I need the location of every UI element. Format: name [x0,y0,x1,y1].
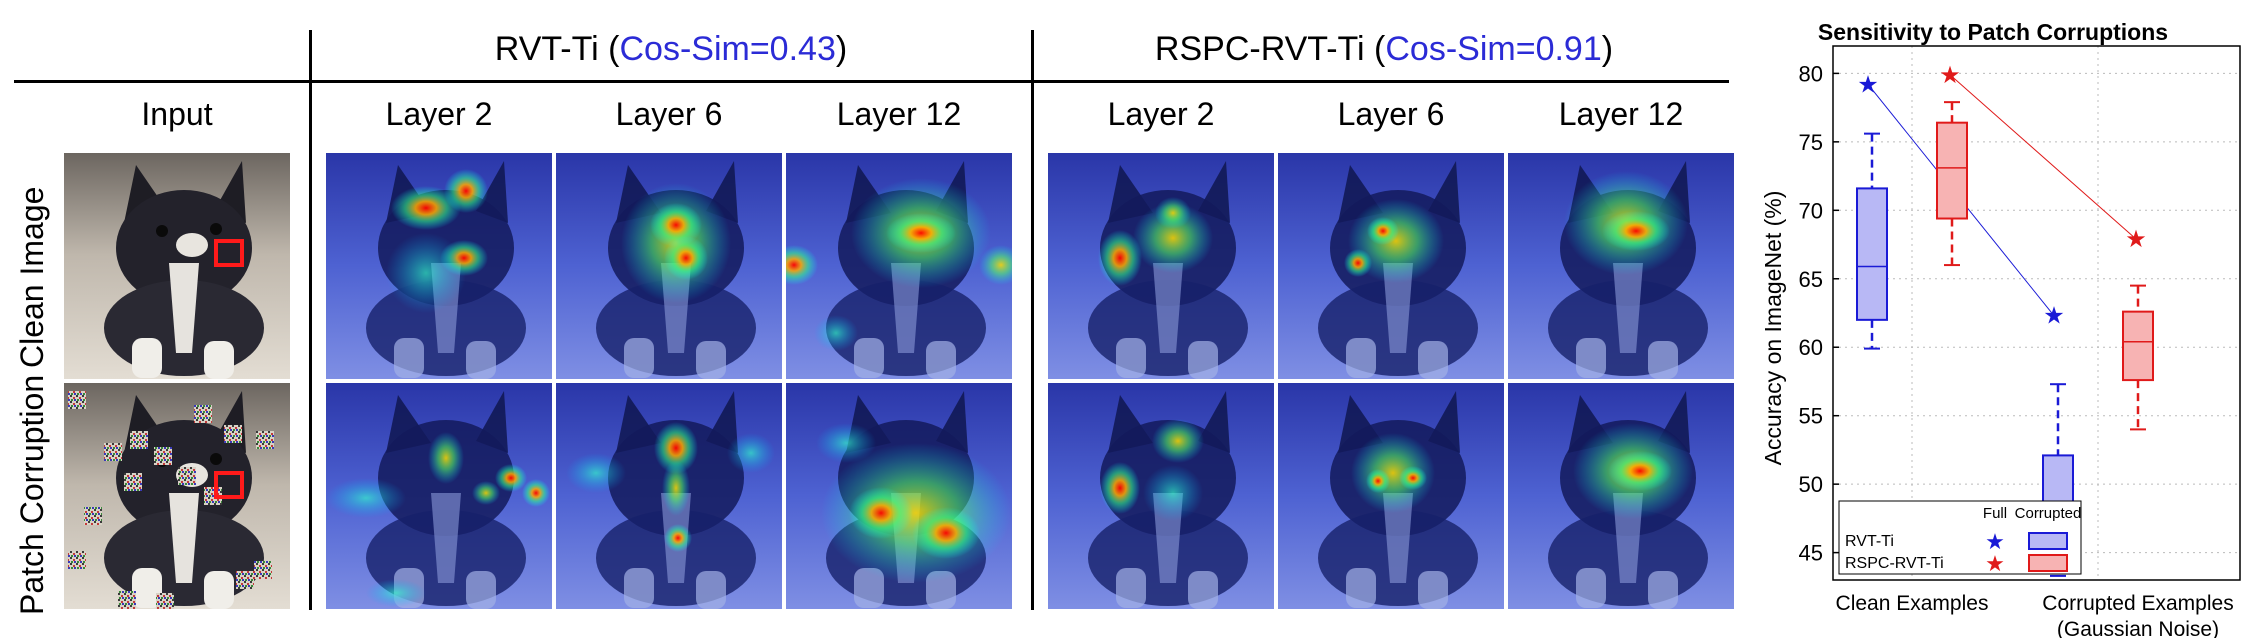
group-model-name: RSPC-RVT-Ti [1154,30,1365,68]
legend-star: ★ [1985,552,2005,577]
x-category-label: Corrupted Examples [2042,592,2233,615]
y-tick-label: 65 [1799,267,1823,292]
y-tick-label: 80 [1799,61,1823,86]
legend-col-header: Corrupted [2015,505,2082,522]
box [2122,310,2154,382]
y-axis-label: Accuracy on ImageNet (%) [1760,191,1786,466]
input-column-label: Input [141,96,213,132]
sensitivity-chart: Sensitivity to Patch Corruptions Accurac… [1740,8,2255,641]
plot-marks: ★★★★ [1856,61,2154,577]
full-accuracy-star: ★ [2043,302,2065,330]
group-divider-left [309,30,312,610]
legend-swatch [2028,554,2068,572]
row-label-clean: Clean Image [14,186,50,368]
plot-frame [1832,45,2241,581]
attention-map-rvt-corrupted-layer6 [556,383,782,609]
input-image-corrupted [64,383,290,609]
grid [1833,46,2240,580]
group-divider-right [1031,30,1034,610]
full-accuracy-star: ★ [1939,61,1961,89]
legend-series-name: RSPC-RVT-Ti [1845,555,1944,572]
x-category-label: Clean Examples [1836,592,1989,615]
full-accuracy-star: ★ [1857,70,1879,98]
group-cos-sim: Cos-Sim=0.91 [1385,30,1602,68]
input-image-clean [64,153,290,379]
layer-label: Layer 6 [615,96,723,132]
chart-svg: Sensitivity to Patch Corruptions Accurac… [1760,19,2241,641]
y-tick-label: 70 [1799,198,1823,223]
legend: Full Corrupted RVT-Ti ★ RSPC-RVT-Ti ★ [1838,500,2082,577]
attention-map-rvt-clean-layer6 [556,153,782,379]
legend-star: ★ [1985,530,2005,555]
legend-col-header: Full [1983,505,2007,522]
row-label-corrupted: Patch Corruption [14,374,50,615]
group-header-rvt: RVT-Ti (Cos-Sim=0.43) [494,30,848,68]
attention-map-rspc-clean-layer2 [1048,153,1274,379]
layer-label: Layer 12 [1558,96,1684,132]
y-ticks: 45 50 55 60 65 70 75 80 [1799,61,1839,566]
y-tick-label: 55 [1799,404,1823,429]
layer-label: Layer 2 [1107,96,1215,132]
attention-map-rspc-corrupted-layer6 [1278,383,1504,609]
group-cos-sim: Cos-Sim=0.43 [619,30,836,68]
attention-map-rspc-clean-layer6 [1278,153,1504,379]
group-model-name: RVT-Ti [494,30,599,68]
y-tick-label: 50 [1799,472,1823,497]
box [1936,121,1968,220]
attention-map-rvt-corrupted-layer12 [786,383,1012,609]
box [1856,187,1888,321]
attention-map-rspc-clean-layer12 [1508,153,1734,379]
x-category-label-line2: (Gaussian Noise) [2057,618,2219,638]
legend-swatch [2028,532,2068,550]
layer-label: Layer 6 [1337,96,1445,132]
header-rule [14,80,1729,83]
y-tick-label: 75 [1799,130,1823,155]
y-tick-label: 45 [1799,541,1823,566]
attention-map-rvt-clean-layer12 [786,153,1012,379]
y-tick-label: 60 [1799,335,1823,360]
layer-label: Layer 12 [836,96,962,132]
chart-title: Sensitivity to Patch Corruptions [1818,19,2168,45]
legend-series-name: RVT-Ti [1845,533,1894,550]
layer-label: Layer 2 [385,96,493,132]
attention-map-rspc-corrupted-layer12 [1508,383,1734,609]
attention-map-rvt-clean-layer2 [326,153,552,379]
full-accuracy-star: ★ [2125,225,2147,253]
group-header-rspc: RSPC-RVT-Ti (Cos-Sim=0.91) [1154,30,1614,68]
attention-map-rvt-corrupted-layer2 [326,383,552,609]
full-accuracy-line [1949,74,2137,240]
attention-map-rspc-corrupted-layer2 [1048,383,1274,609]
